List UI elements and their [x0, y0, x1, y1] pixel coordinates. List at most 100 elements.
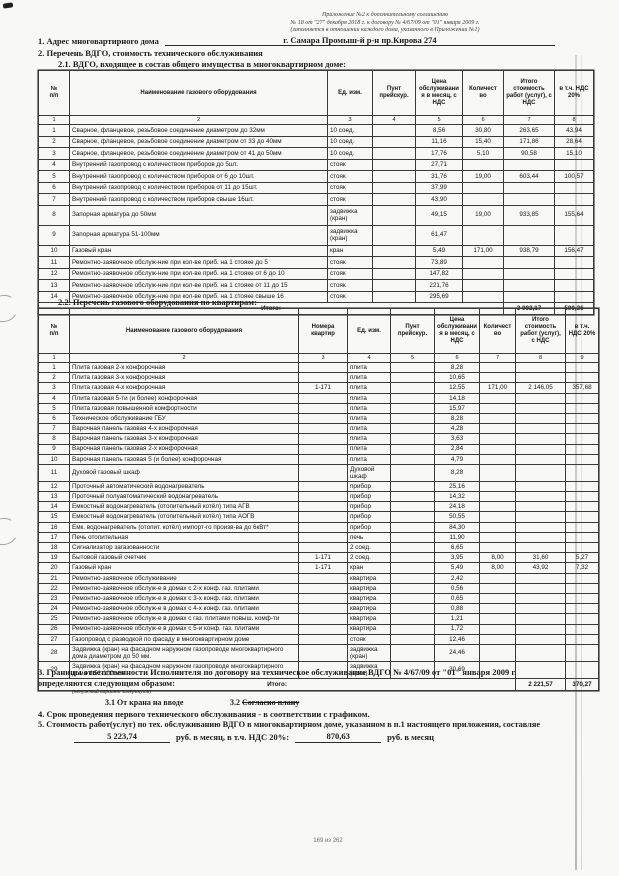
quantity — [462, 290, 504, 303]
col-total-header: Итого стоимость работ (услуг), с НДС — [503, 70, 555, 116]
colnum: 8 — [554, 115, 594, 125]
vat-amount — [565, 443, 599, 455]
quantity — [479, 392, 516, 404]
quantity — [479, 603, 516, 615]
vat-amount — [565, 423, 599, 435]
quantity — [479, 412, 516, 425]
row-number: 2 — [38, 372, 70, 384]
equipment-row: 22 Ремонтно-заявочное обслуж-е в домах с… — [38, 582, 599, 594]
equipment-name: Сварное, фланцевое, резьбовое соединение… — [69, 124, 328, 137]
address-row: 1. Адрес многовартирного дома г. Самара … — [38, 35, 555, 46]
apartment-numbers — [298, 501, 348, 513]
equipment-name: Газовый кран — [69, 562, 299, 574]
equipment-name: Емкостный водонагреватель (отопительный … — [69, 511, 299, 523]
totals-value: 2 221,57 — [515, 677, 566, 691]
unit-of-measure: плита — [347, 412, 391, 425]
unit-of-measure: стояк — [327, 170, 373, 183]
unit-of-measure: плита — [347, 453, 391, 465]
equipment-name: Газовый кран — [69, 244, 328, 257]
col-number-header: № п/п — [38, 70, 70, 116]
equipment-row: 11 Духовой газовый шкаф Духовой шкаф 8,2… — [38, 463, 599, 482]
vat-amount — [565, 480, 599, 493]
apartment-numbers — [298, 511, 348, 523]
vat-amount — [565, 491, 599, 503]
pricelist-item — [372, 256, 416, 269]
pricelist-item — [390, 552, 435, 564]
vat-amount — [565, 531, 599, 544]
equipment-row: 7 Варочная панель газовая 4-х конфорочна… — [38, 423, 599, 435]
row-number: 7 — [38, 423, 70, 435]
scan-corner-mark — [2, 2, 14, 9]
binder-hole-artifact-2 — [0, 514, 21, 549]
total-cost: 31,60 — [515, 552, 566, 564]
unit-of-measure: кран — [327, 244, 373, 257]
col-name-header: Наименование газового оборудования — [69, 70, 328, 116]
quantity — [479, 541, 516, 554]
equipment-name: Ремонтно-заявочное обслуж-ние при кол-ве… — [69, 256, 328, 269]
col-unit-header: Ед. изм. — [327, 70, 373, 116]
unit-of-measure: кран — [347, 562, 391, 574]
pricelist-item — [390, 582, 435, 594]
row-number: 26 — [38, 623, 70, 635]
monthly-price: 12,46 — [434, 633, 480, 645]
total-cost — [503, 158, 555, 171]
equipment-name: Запорная арматура до 50мм — [69, 204, 328, 226]
quantity — [479, 443, 516, 455]
equipment-row: 2 Плита газовая 3-х конфорочная плита 10… — [38, 372, 599, 384]
equipment-name: Ремонтно-заявочное обслуж-ние при кол-ве… — [69, 267, 328, 280]
row-number: 20 — [38, 562, 70, 574]
quantity — [462, 193, 504, 206]
colnum: 1 — [38, 353, 70, 363]
col-name-header: Наименование газового оборудования — [69, 308, 299, 354]
pricelist-item — [372, 170, 416, 183]
monthly-price: 43,90 — [415, 193, 463, 206]
row-number: 28 — [38, 643, 70, 662]
unit-of-measure: стояк — [347, 633, 391, 645]
monthly-price: 4,28 — [434, 423, 480, 435]
pricelist-item — [390, 613, 435, 625]
equipment-row: 15 Емкостный водонагреватель (отопительн… — [38, 511, 599, 523]
quantity — [479, 531, 516, 544]
row-number: 11 — [38, 463, 70, 482]
row-number: 4 — [38, 158, 70, 171]
unit-of-measure: прибор — [347, 480, 391, 493]
section-5-title: 5. Стоимость работ(услуг) по тех. обслуж… — [38, 720, 541, 729]
colnum: 5 — [415, 115, 463, 125]
equipment-name: Варочная панель газовая 2-х конфорочная — [69, 443, 299, 455]
unit-of-measure: 2 соед. — [347, 552, 391, 564]
col-qty-header: Количест во — [462, 70, 504, 116]
equipment-row: 5 Внутренний газопровод с количеством пр… — [38, 170, 594, 183]
apartment-numbers — [298, 603, 348, 615]
equipment-name: Ремонтно-заявочное обслуж-е в домах с 4-… — [69, 603, 299, 615]
equipment-row: 12 Проточный автоматический водонагреват… — [38, 480, 599, 493]
unit-of-measure: задвижка (кран) — [327, 204, 373, 226]
total-cost — [515, 633, 566, 645]
monthly-price: 3,63 — [434, 433, 480, 445]
unit-of-measure: прибор — [347, 511, 391, 523]
total-cost — [515, 480, 566, 493]
row-number: 12 — [38, 480, 70, 493]
equipment-row: 10 Варочная панель газовая 5 (и более) к… — [38, 453, 599, 465]
row-number: 13 — [38, 491, 70, 503]
total-cost — [515, 541, 566, 554]
monthly-price: 31,76 — [415, 170, 463, 183]
total-cost — [515, 511, 566, 523]
colnum: 7 — [503, 115, 555, 125]
total-cost: 933,85 — [503, 204, 555, 226]
monthly-price: 221,76 — [415, 279, 463, 292]
row-number: 2 — [38, 135, 70, 148]
pricelist-item — [372, 279, 416, 292]
apartment-numbers — [298, 361, 348, 374]
equipment-name: Емкостный водонагреватель (отопительный … — [69, 501, 299, 513]
monthly-cost-value: 5 223,74 — [74, 731, 170, 743]
section-3-line1: 3. Границы ответственности Исполнителя п… — [38, 667, 517, 677]
equipment-name: Емк. водонагреватель (отопит. котёл) имп… — [69, 521, 299, 533]
total-cost: 90,58 — [503, 147, 555, 160]
section-2-title: 2. Перечень ВДГО, стоимость технического… — [38, 48, 263, 58]
col-price-header: Цена обслуживания в месяц, с НДС — [415, 70, 463, 116]
pricelist-item — [372, 244, 416, 257]
quantity: 5,10 — [462, 147, 504, 160]
apartment-numbers — [298, 531, 348, 544]
vat-amount: 5,27 — [565, 552, 599, 564]
appendix-line-2: № 18 от "27" декабря 2018 г. к договору … — [290, 19, 480, 26]
